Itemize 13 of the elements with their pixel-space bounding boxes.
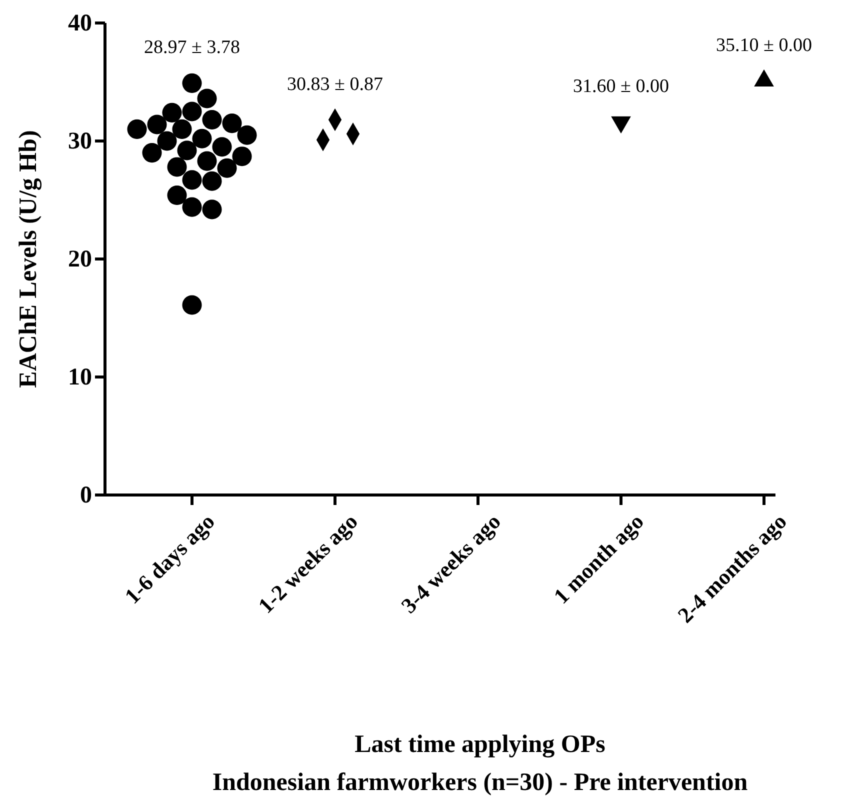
y-tick-label: 0 [80,482,92,509]
y-axis-title: EAChE Levels (U/g Hb) [15,130,42,388]
annotation: 28.97 ± 3.78 [144,37,240,58]
x-tick-label: 1-6 days ago [120,508,220,609]
annotation: 31.60 ± 0.00 [573,76,669,98]
y-tick-label: 10 [68,364,92,391]
text: Indonesian farmworkers (n=30) - Pre intervention [212,769,748,796]
x-axis-title: Last time applying OPs [354,731,606,758]
y-tick-label: 20 [68,246,92,273]
y-tick-label: 30 [68,128,92,155]
annotation: 35.10 ± 0.00 [716,34,812,56]
annotation: 30.83 ± 0.87 [287,74,383,95]
y-tick-label: 40 [68,10,92,37]
